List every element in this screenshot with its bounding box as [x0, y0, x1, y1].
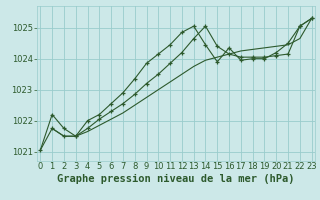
X-axis label: Graphe pression niveau de la mer (hPa): Graphe pression niveau de la mer (hPa): [57, 174, 295, 184]
